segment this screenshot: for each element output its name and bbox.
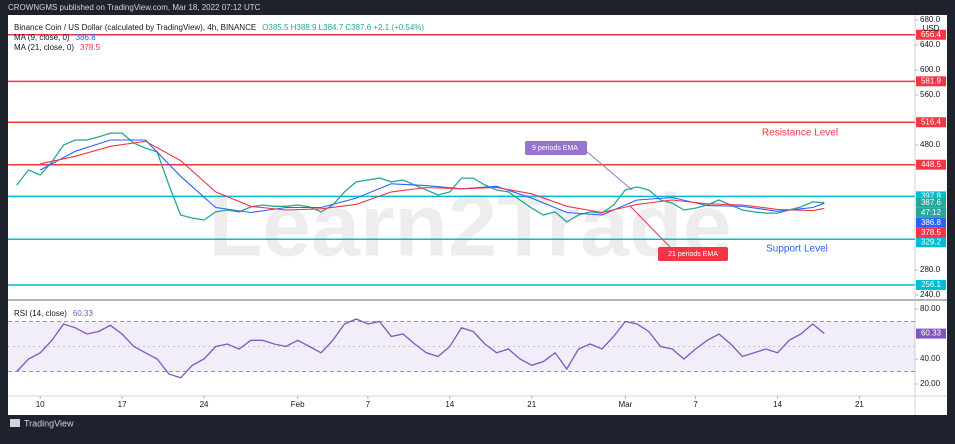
countdown-box <box>916 207 946 218</box>
legend-value: 386.8 <box>76 33 97 42</box>
y-tick-label: 20.00 <box>920 379 941 388</box>
axis-label-box <box>916 29 946 40</box>
series-line <box>16 318 825 379</box>
x-tick-label: 21 <box>855 400 864 409</box>
x-tick-label: 24 <box>200 400 209 409</box>
y-tick-label: 480.0 <box>920 140 941 149</box>
watermark: Learn2Trade <box>208 175 731 274</box>
legend-value: 60.33 <box>73 309 94 318</box>
legend-name: MA (21, close, 0) <box>14 43 74 52</box>
x-tick-label: Feb <box>291 400 305 409</box>
annotation-box <box>525 141 587 155</box>
x-tick-label: 14 <box>445 400 454 409</box>
axis-label: 60.33 <box>921 329 942 338</box>
annotation-text: Resistance Level <box>762 128 838 139</box>
x-tick-label: Mar <box>618 400 632 409</box>
axis-label-box <box>916 227 946 238</box>
axis-label: 386.8 <box>921 218 942 227</box>
y-tick-label: 560.0 <box>920 90 941 99</box>
series-line <box>39 139 825 216</box>
legend-entry: MA (21, close, 0) 378.5 <box>14 43 101 52</box>
logo-icon <box>10 419 20 427</box>
y-tick-label: 80.00 <box>920 304 941 313</box>
series-line <box>40 140 825 214</box>
axis-label: 387.6 <box>921 198 942 207</box>
annotation-text: 9 periods EMA <box>532 145 578 152</box>
legend-value: 378.5 <box>80 43 101 52</box>
x-tick-label: 10 <box>36 400 45 409</box>
x-tick-label: 17 <box>118 400 127 409</box>
publisher-line: CROWNGMS published on TradingView.com, M… <box>8 3 261 12</box>
annotation-box <box>658 247 728 261</box>
x-tick-label: 7 <box>366 400 371 409</box>
y-tick-label: 40.00 <box>920 354 941 363</box>
y-tick-label: 680.0 <box>920 15 941 24</box>
x-tick-label: 21 <box>527 400 536 409</box>
axis-label: 581.9 <box>921 76 942 85</box>
axis-label-box <box>916 217 946 228</box>
axis-label-box <box>916 197 946 208</box>
annotation-arrow <box>629 205 671 248</box>
axis-label-box <box>916 159 946 170</box>
axis-label-box <box>916 279 946 290</box>
legend-name: Binance Coin / US Dollar (calculated by … <box>14 23 256 32</box>
x-tick-label: 14 <box>773 400 782 409</box>
series-line <box>16 132 825 223</box>
axis-label: 256.1 <box>921 280 942 289</box>
axis-label-box <box>916 191 946 202</box>
axis-currency: USD <box>923 24 940 33</box>
legend-entry: Binance Coin / US Dollar (calculated by … <box>14 23 424 32</box>
legend-entry: RSI (14, close) 60.33 <box>14 309 93 318</box>
annotation-text: Support Level <box>766 244 828 255</box>
x-tick-label: 7 <box>693 400 698 409</box>
countdown: 47:12 <box>921 208 942 217</box>
y-tick-label: 240.0 <box>920 290 941 299</box>
axis-label: 656.4 <box>921 30 942 39</box>
y-tick-label: 600.0 <box>920 65 941 74</box>
footer-brand: TradingView <box>24 418 74 428</box>
y-tick-label: 280.0 <box>920 265 941 274</box>
y-tick-label: 640.0 <box>920 40 941 49</box>
axis-label: 516.4 <box>921 117 942 126</box>
axis-label: 397.8 <box>921 191 942 200</box>
axis-label: 378.5 <box>921 228 942 237</box>
legend-ohlc: O385.5 H388.9 L384.7 C387.6 +2.1 (+0.54%… <box>262 23 424 32</box>
axis-label: 329.2 <box>921 237 942 246</box>
footer-logo: TradingView <box>10 418 74 428</box>
axis-label-box <box>916 237 946 248</box>
legend-name: RSI (14, close) <box>14 309 67 318</box>
legend-name: MA (9, close, 0) <box>14 33 70 42</box>
axis-label-box <box>916 328 946 339</box>
axis-label-box <box>916 76 946 87</box>
axis-label: 448.5 <box>921 160 942 169</box>
axis-label-box <box>916 117 946 128</box>
annotation-text: 21 periods EMA <box>668 251 718 258</box>
annotation-arrow <box>584 149 633 191</box>
legend-entry: MA (9, close, 0) 386.8 <box>14 33 96 42</box>
